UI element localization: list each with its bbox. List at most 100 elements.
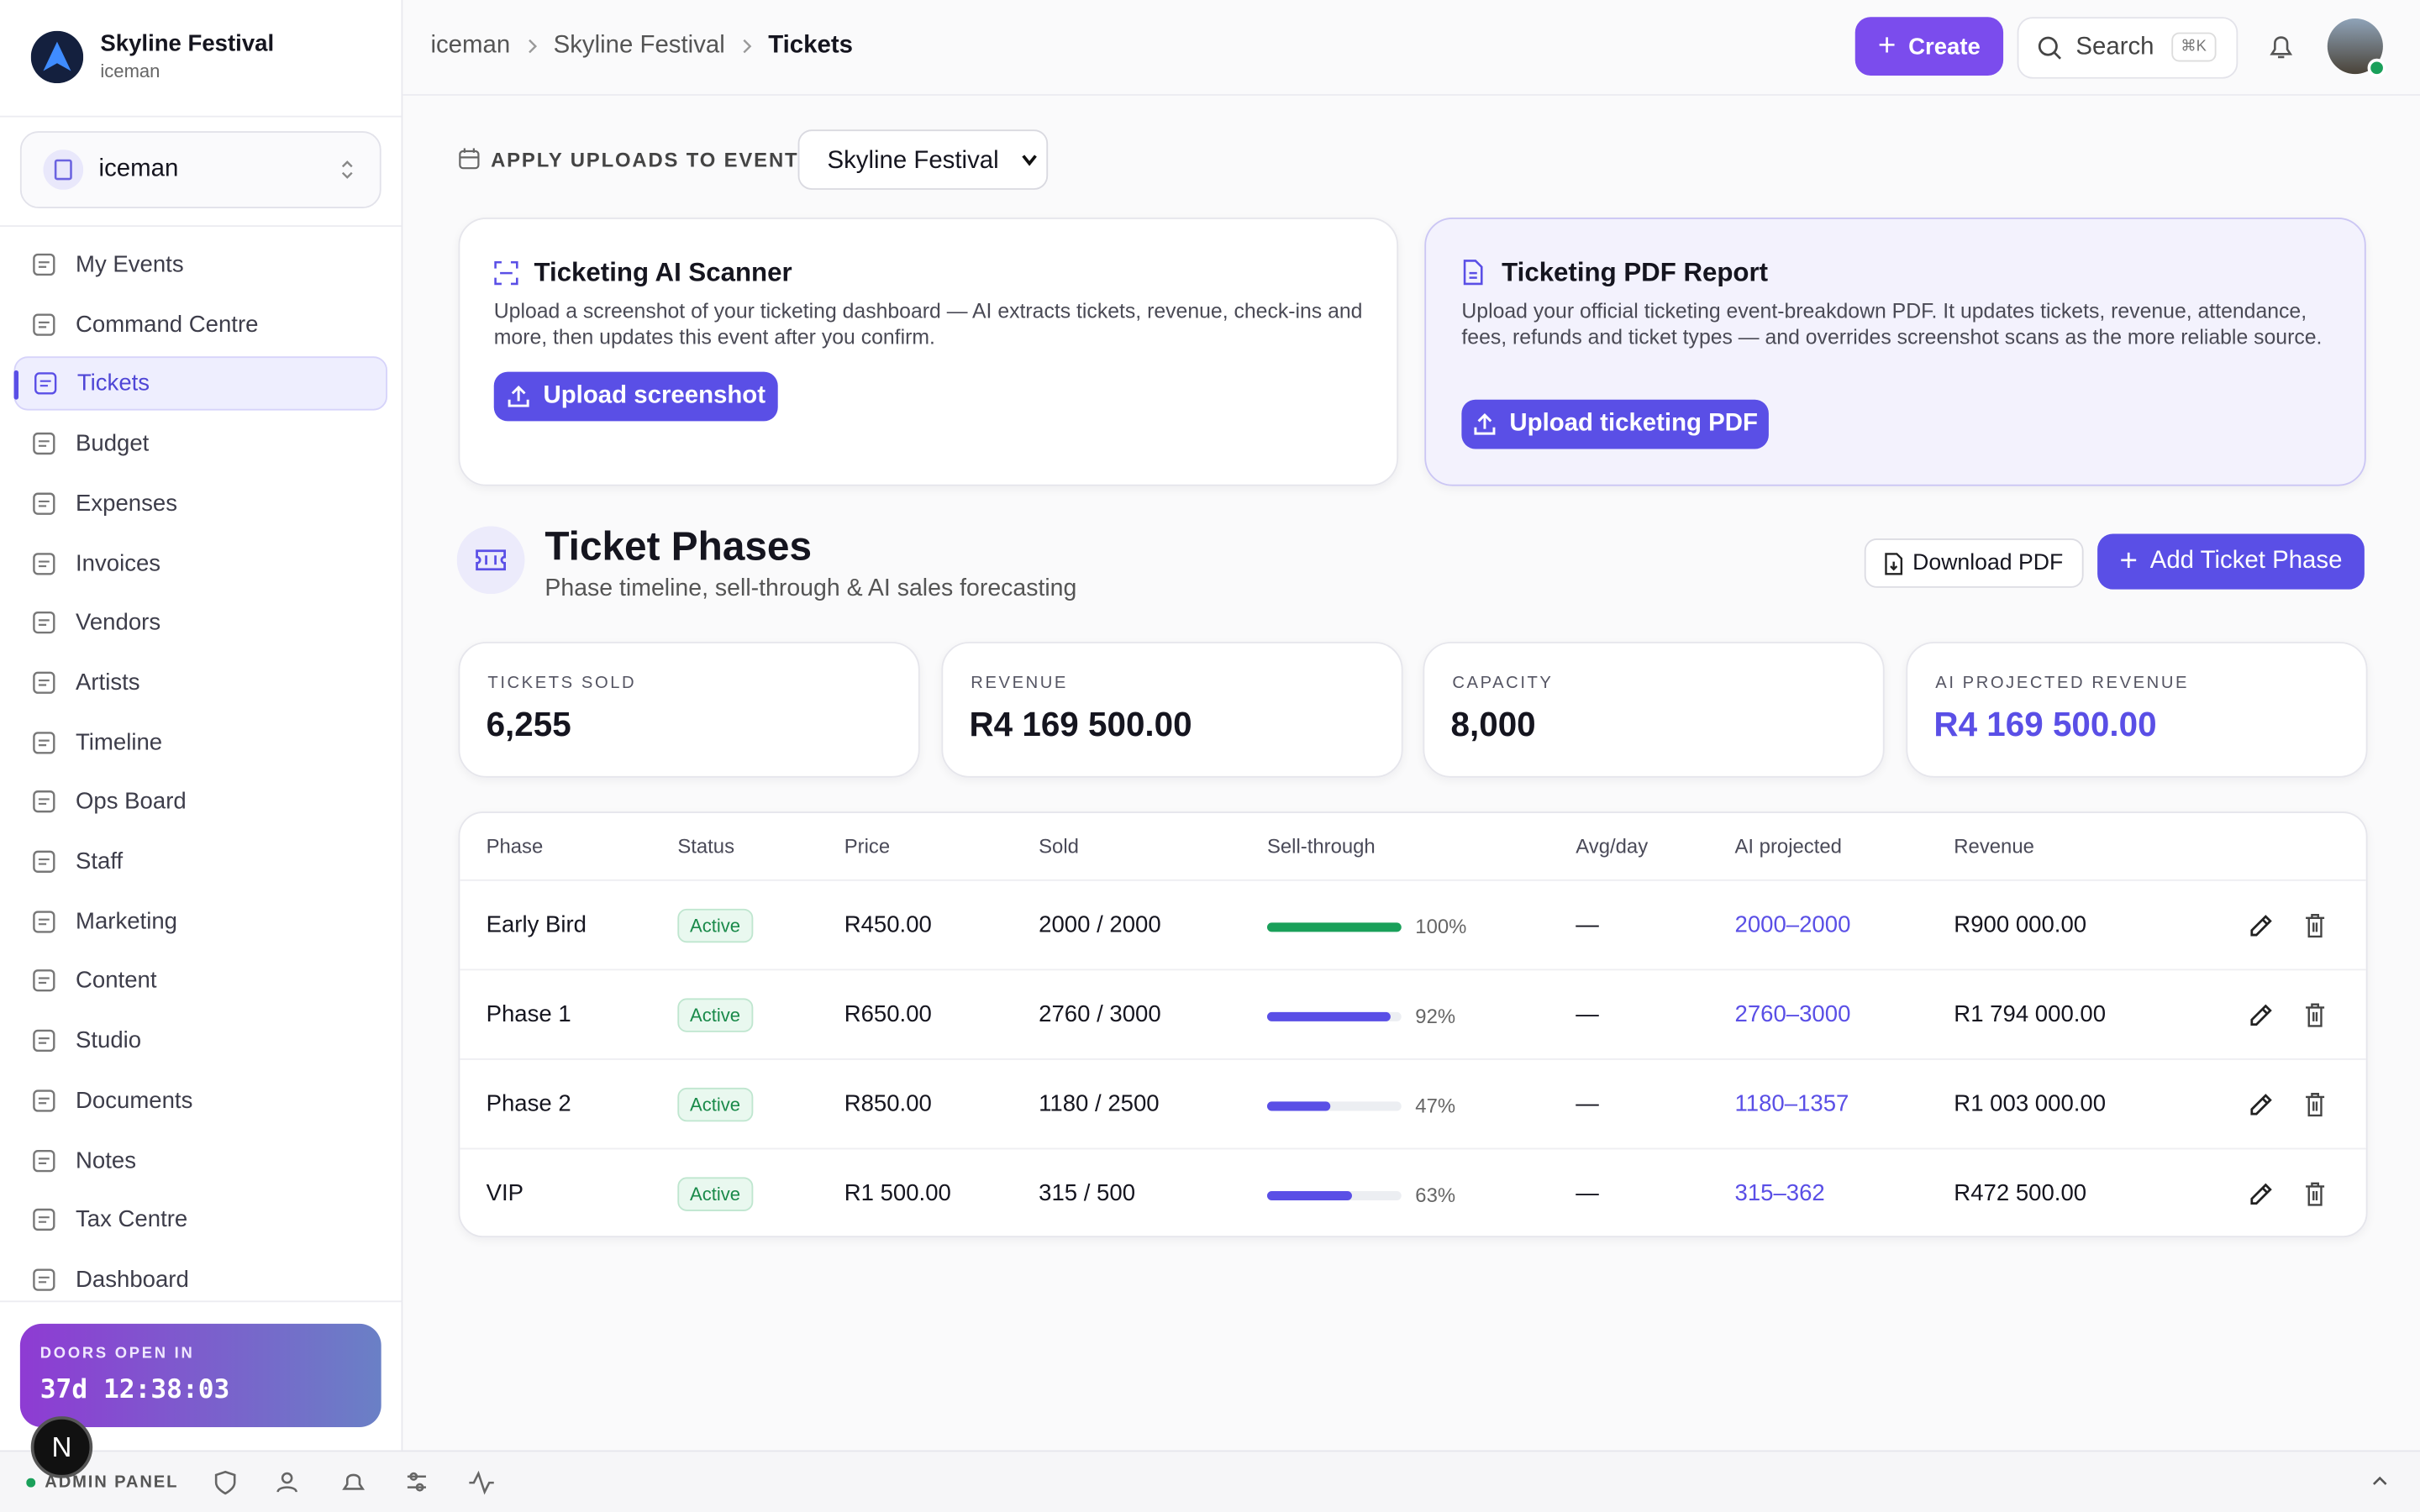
stat-label: TICKETS SOLD (487, 674, 637, 693)
phase: VIP (486, 1180, 523, 1207)
icon-shape (38, 1157, 50, 1164)
nav-label: My Events (76, 251, 184, 278)
icon-shape (33, 253, 55, 276)
sell-through: 92% (1415, 1004, 1456, 1028)
nav-icon (33, 731, 55, 753)
button-label: Download PDF (1912, 550, 2064, 576)
nav-item[interactable]: Timeline (14, 715, 387, 769)
workspace-select[interactable]: iceman (19, 131, 381, 208)
delete-icon[interactable] (2302, 1091, 2327, 1119)
table-row: VIP Active R1 500.00 315 / 500 63% — 315–362 R4… (460, 1147, 2366, 1239)
admin-panel[interactable]: ADMIN PANEL (45, 1473, 179, 1493)
crumb[interactable]: iceman (430, 32, 511, 59)
nav-label: Marketing (76, 908, 177, 935)
icon-shape (38, 1276, 50, 1284)
search-box[interactable]: Search ⌘K (2017, 17, 2238, 79)
nav-item[interactable]: My Events (14, 238, 387, 291)
ai-projected[interactable]: 315–362 (1734, 1180, 1825, 1207)
search-label: Search (2075, 34, 2154, 60)
create-button[interactable]: + Create (1854, 17, 2004, 76)
icon-shape (34, 373, 57, 396)
nav-label: Tickets (76, 370, 150, 397)
ai-projected[interactable]: 2760–3000 (1734, 1001, 1851, 1028)
nav-item[interactable]: Tax Centre (14, 1193, 387, 1247)
button-label: Upload ticketing PDF (1509, 410, 1758, 437)
upload-icon (1474, 413, 1496, 435)
sidebar: Skyline Festival iceman iceman My Events… (0, 0, 403, 1451)
status-dot (26, 1478, 36, 1488)
progress-fill (1266, 1101, 1331, 1111)
column-header: Price (844, 834, 891, 858)
sold: 315 / 500 (1039, 1180, 1136, 1207)
icon-shape (38, 918, 50, 925)
nav-icon (33, 910, 55, 933)
countdown-card: DOORS OPEN IN 37d 12:38:03 (19, 1323, 381, 1427)
scanner-card: Ticketing AI Scanner Upload a screenshot… (458, 217, 1399, 486)
delete-icon[interactable] (2302, 1001, 2327, 1029)
sell-through: 63% (1415, 1183, 1456, 1207)
icon-shape (38, 619, 50, 627)
edit-icon[interactable] (2247, 1091, 2275, 1119)
nav-label: Timeline (76, 729, 163, 756)
nav-item[interactable]: Vendors (14, 596, 387, 649)
dev-badge[interactable]: N (30, 1416, 93, 1478)
sell-through: 100% (1415, 915, 1467, 938)
nav-icon (33, 492, 55, 515)
user-avatar[interactable] (2326, 17, 2387, 78)
nav-item[interactable]: Tickets (13, 357, 388, 412)
nav-item[interactable]: Dashboard (14, 1252, 387, 1306)
edit-icon[interactable] (2247, 912, 2275, 940)
nav-icon (33, 312, 55, 336)
icon-shape (33, 1268, 55, 1291)
nav-item[interactable]: Ops Board (14, 775, 387, 829)
nav-item[interactable]: Staff (14, 835, 387, 889)
nav-icon (33, 253, 55, 276)
column-header: AI projected (1734, 834, 1842, 858)
bell-icon[interactable] (2267, 33, 2295, 60)
table-row: Early Bird Active R450.00 2000 / 2000 100% — 2… (460, 879, 2366, 970)
table-row: Phase 1 Active R650.00 2760 / 3000 92% — 2760–… (460, 969, 2366, 1059)
icon-shape (39, 381, 51, 388)
delete-icon[interactable] (2302, 912, 2327, 940)
column-header: Phase (486, 834, 544, 858)
crumb[interactable]: Skyline Festival (553, 32, 725, 59)
nav-label: Vendors (76, 609, 161, 637)
stat-label: AI PROJECTED REVENUE (1935, 674, 2190, 693)
icon-shape (33, 671, 55, 694)
ai-projected[interactable]: 1180–1357 (1734, 1090, 1849, 1117)
nav-item[interactable]: Artists (14, 655, 387, 709)
divider (0, 115, 402, 118)
nav-item[interactable]: Command Centre (14, 297, 387, 351)
icon-shape (33, 492, 55, 515)
sold: 1180 / 2500 (1039, 1090, 1160, 1117)
doc-icon (1463, 260, 1483, 286)
upload-button[interactable]: Upload ticketing PDF (1461, 399, 1769, 449)
stat-card: CAPACITY 8,000 (1423, 642, 1885, 778)
nav-item[interactable]: Content (14, 954, 387, 1008)
search-icon (2038, 36, 2062, 60)
edit-icon[interactable] (2247, 1001, 2275, 1029)
download-button[interactable]: Download PDF (1864, 538, 2084, 588)
event-select[interactable]: Skyline Festival (797, 129, 1049, 190)
nav-item[interactable]: Documents (14, 1074, 387, 1127)
nav-item[interactable]: Budget (14, 417, 387, 470)
add-phase-button[interactable]: + Add Ticket Phase (2097, 533, 2365, 590)
delete-icon[interactable] (2302, 1180, 2327, 1208)
ai-projected[interactable]: 2000–2000 (1734, 911, 1851, 938)
nav-label: Documents (76, 1087, 193, 1114)
nav-item[interactable]: Expenses (14, 476, 387, 530)
upload-button[interactable]: Upload screenshot (493, 371, 778, 422)
nav-item[interactable]: Marketing (14, 895, 387, 948)
section-icon (456, 526, 525, 595)
nav-item[interactable]: Studio (14, 1014, 387, 1068)
expand-icon[interactable] (2370, 1473, 2389, 1488)
icon-shape (33, 1209, 55, 1231)
nav-item[interactable]: Notes (14, 1133, 387, 1187)
nav-icon (33, 969, 55, 993)
top-bar: iceman Skyline Festival Tickets + Create Se… (402, 0, 2420, 96)
nav-item[interactable]: Invoices (14, 536, 387, 590)
icon-shape (33, 910, 55, 933)
edit-icon[interactable] (2247, 1180, 2275, 1208)
